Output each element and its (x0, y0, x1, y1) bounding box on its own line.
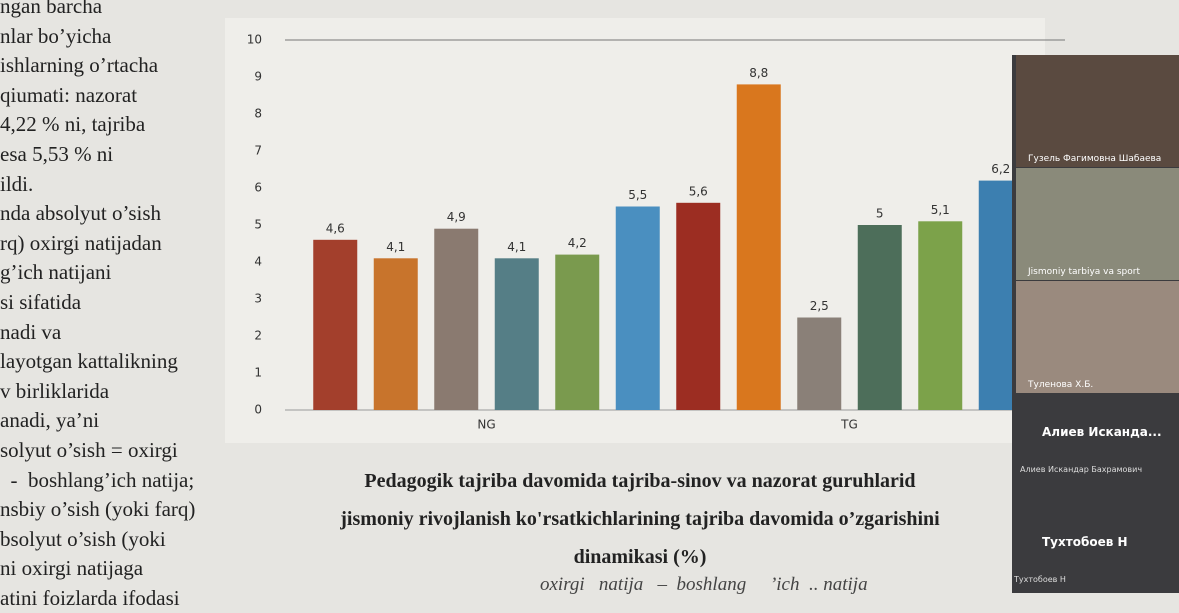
text-line: nsbiy o’sish (yoki farq) (0, 497, 196, 522)
text-line: g’ich natijani (0, 260, 112, 285)
y-tick-label: 7 (254, 144, 262, 158)
y-tick-label: 9 (254, 70, 262, 84)
text-line: solyut o’sish = oxirgi (0, 437, 178, 462)
text-line: si sifatida (0, 289, 82, 314)
value-label: 4,1 (386, 240, 405, 254)
value-label: 4,1 (507, 240, 526, 254)
value-label: 5,6 (689, 184, 708, 198)
y-tick-label: 1 (254, 366, 262, 380)
text-line: rq) oxirgi natijadan (0, 230, 162, 255)
caption: Pedagogik tajriba davomida tajriba-sinov… (260, 462, 1020, 576)
x-tick-label: NG (477, 418, 495, 432)
value-label: 5,5 (628, 188, 647, 202)
value-label: 6,2 (991, 162, 1010, 176)
video-tile: Туленова Х.Б. (1016, 281, 1179, 393)
text-line: nlar bo’yicha (0, 23, 112, 48)
bar (797, 317, 842, 410)
value-label: 4,6 (326, 221, 345, 235)
text-line: anadi, ya’ni (0, 408, 100, 433)
formula: oxirgi natija – boshlang ’ich .. natija (540, 574, 868, 595)
y-tick-label: 8 (254, 107, 262, 121)
text-line: ishlarning o’rtacha (0, 53, 159, 78)
participant-name: Тухтобоев Н (1042, 535, 1128, 549)
text-line: ni oxirgi natijaga (0, 556, 144, 581)
y-tick-label: 6 (254, 181, 262, 195)
value-label: 5,1 (931, 203, 950, 217)
y-tick-label: 5 (254, 218, 262, 232)
text-line: qiumati: nazorat (0, 82, 138, 107)
video-tile: Jismoniy tarbiya va sport (1016, 168, 1179, 280)
text-line: nda absolyut o’sish (0, 201, 161, 226)
x-tick-label: TG (840, 418, 858, 432)
text-line: esa 5,53 % ni (0, 141, 114, 166)
y-tick-label: 0 (254, 403, 262, 417)
text-line: atini foizlarda ifodasi (0, 585, 180, 610)
bar (313, 239, 358, 410)
caption-line: jismoniy rivojlanish ko'rsatkichlarining… (340, 508, 940, 530)
participant-label: Алиев Искандар Бахрамович (1020, 465, 1143, 474)
value-label: 4,2 (568, 236, 587, 250)
bar (736, 84, 781, 411)
video-tile: Гузель Фагимовна Шабаева (1016, 55, 1179, 167)
text-line: - boshlang’ich natija; (0, 467, 195, 492)
text-line: layotgan kattalikning (0, 349, 178, 374)
caption-line: dinamikasi (%) (573, 546, 707, 568)
y-tick-label: 4 (254, 255, 262, 269)
value-label: 8,8 (749, 66, 768, 80)
value-label: 4,9 (447, 210, 466, 224)
text-line: 4,22 % ni, tajriba (0, 112, 146, 137)
participant-label: Тухтобоев Н (1014, 575, 1066, 584)
text-line: ildi. (0, 171, 34, 196)
y-tick-label: 2 (254, 329, 262, 343)
caption-line: Pedagogik tajriba davomida tajriba-sinov… (364, 470, 916, 492)
bar (555, 254, 600, 410)
text-line: ngan barcha (0, 0, 103, 18)
bar (494, 258, 539, 410)
value-label: 5 (876, 207, 884, 221)
participant-label: Jismoniy tarbiya va sport (1028, 267, 1141, 277)
chart: 0 1 2 3 4 5 6 7 8 9 10 4,6 4,1 4,9 NG 4,1 4,2 5,5 5,6 8,8 2,… (246, 32, 1065, 432)
participant-label: Гузель Фагимовна Шабаева (1028, 154, 1162, 164)
participants: Гузель Фагимовна Шабаева Jismoniy tarbiya… (1012, 55, 1179, 593)
y-tick-label: 10 (247, 33, 262, 47)
bar (615, 206, 660, 410)
text-line: v birliklarida (0, 378, 110, 403)
value-label: 2,5 (810, 299, 829, 313)
bar (857, 225, 902, 410)
participant-label: Туленова Х.Б. (1028, 380, 1094, 390)
text-line: bsolyut o’sish (yoki (0, 526, 166, 551)
bar (918, 221, 963, 410)
text-line: nadi va (0, 319, 62, 344)
participant-name: Алиев Исканда... (1042, 425, 1162, 439)
bar (434, 228, 479, 410)
y-tick-label: 3 (254, 292, 262, 306)
bar (373, 258, 418, 410)
bar (676, 202, 721, 410)
